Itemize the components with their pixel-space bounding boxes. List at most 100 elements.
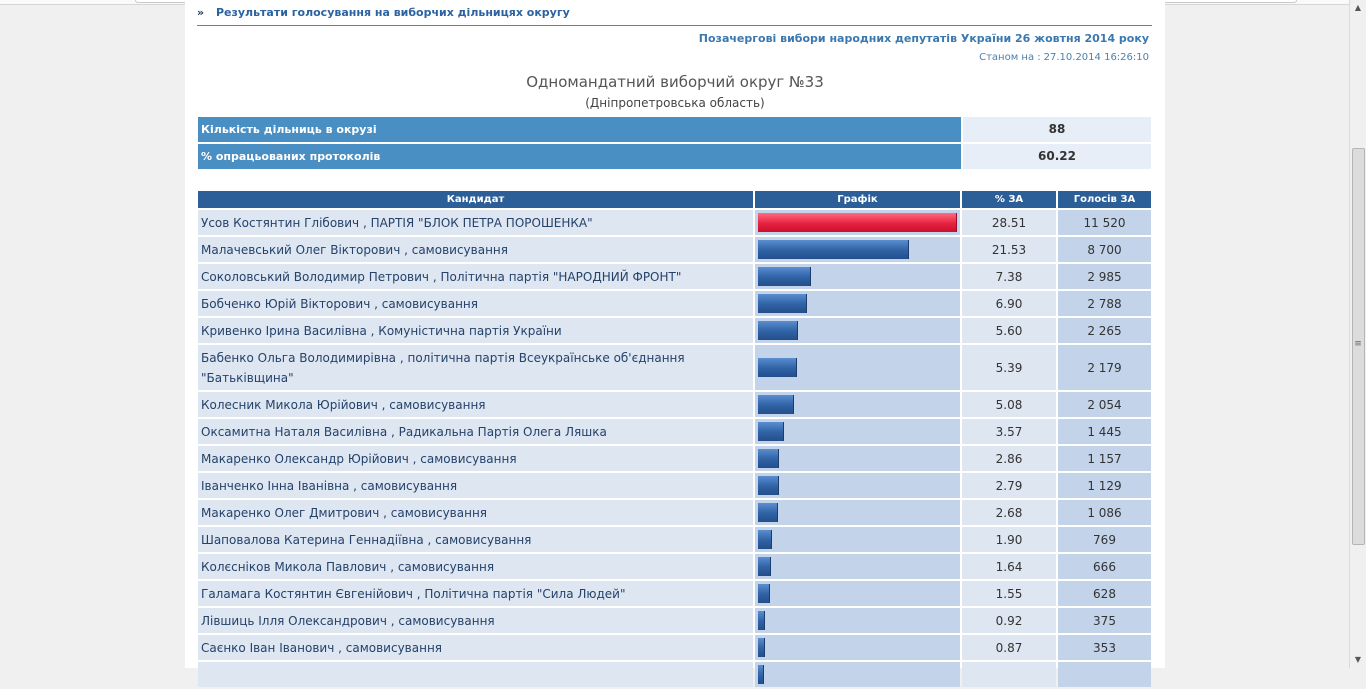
- candidate-cell: Бабенко Ольга Володимирівна , політична …: [198, 345, 753, 390]
- percent-cell: 28.51: [962, 210, 1056, 235]
- vote-share-bar: [758, 611, 765, 630]
- vote-share-bar: [758, 294, 807, 313]
- votes-cell: 2 985: [1058, 264, 1151, 289]
- results-rows: Усов Костянтин Глібович , ПАРТІЯ "БЛОК П…: [198, 210, 1151, 687]
- as-of-value: 27.10.2014 16:26:10: [1043, 52, 1149, 63]
- scroll-up-arrow-icon[interactable]: ▲: [1354, 3, 1362, 12]
- results-table: Кандидат Графік % ЗА Голосів ЗА Усов Кос…: [198, 191, 1151, 689]
- vote-share-bar: [758, 267, 811, 286]
- votes-cell: 1 157: [1058, 446, 1151, 471]
- graph-cell: [755, 392, 960, 417]
- vote-share-bar: [758, 530, 772, 549]
- percent-cell: 5.08: [962, 392, 1056, 417]
- graph-cell: [755, 608, 960, 633]
- candidate-cell: Усов Костянтин Глібович , ПАРТІЯ "БЛОК П…: [198, 210, 753, 235]
- vote-share-bar: [758, 422, 784, 441]
- candidate-cell: Галамага Костянтин Євгенійович , Політич…: [198, 581, 753, 606]
- votes-cell: 2 788: [1058, 291, 1151, 316]
- graph-cell: [755, 500, 960, 525]
- votes-cell: 666: [1058, 554, 1151, 579]
- processed-label: % опрацьованих протоколів: [198, 144, 961, 169]
- candidate-cell: [198, 662, 753, 687]
- table-row: Усов Костянтин Глібович , ПАРТІЯ "БЛОК П…: [198, 210, 1151, 235]
- graph-cell: [755, 527, 960, 552]
- percent-cell: 3.57: [962, 419, 1056, 444]
- vote-share-bar: [758, 213, 957, 232]
- table-row: Макаренко Олег Дмитрович , самовисування…: [198, 500, 1151, 525]
- breadcrumb-link[interactable]: Результати голосування на виборчих дільн…: [215, 6, 570, 19]
- percent-cell: 2.68: [962, 500, 1056, 525]
- percent-cell: 5.60: [962, 318, 1056, 343]
- votes-cell: 353: [1058, 635, 1151, 660]
- table-row: Саєнко Іван Іванович , самовисування 0.87…: [198, 635, 1151, 660]
- vertical-scrollbar[interactable]: ▲ ≡ ▼: [1349, 0, 1366, 668]
- district-title: Одномандатний виборчий округ №33: [526, 73, 824, 91]
- graph-cell: [755, 291, 960, 316]
- election-title: Позачергові вибори народних депутатів Ук…: [698, 32, 1149, 45]
- candidate-cell: Бобченко Юрій Вікторович , самовисування: [198, 291, 753, 316]
- scroll-down-arrow-icon[interactable]: ▼: [1354, 655, 1362, 664]
- percent-cell: 0.92: [962, 608, 1056, 633]
- vote-share-bar: [758, 449, 779, 468]
- candidate-cell: Колєсніков Микола Павлович , самовисуван…: [198, 554, 753, 579]
- percent-cell: 7.38: [962, 264, 1056, 289]
- district-region: (Дніпропетровська область): [585, 96, 765, 110]
- vote-share-bar: [758, 503, 778, 522]
- percent-cell: 1.90: [962, 527, 1056, 552]
- votes-cell: 2 179: [1058, 345, 1151, 390]
- scroll-thumb[interactable]: [1352, 148, 1365, 545]
- header-percent: % ЗА: [962, 191, 1056, 208]
- vote-share-bar: [758, 240, 909, 259]
- candidate-cell: Макаренко Олександр Юрійович , самовисув…: [198, 446, 753, 471]
- table-row: Іванченко Інна Іванівна , самовисування 2…: [198, 473, 1151, 498]
- percent-cell: 1.55: [962, 581, 1056, 606]
- graph-cell: [755, 264, 960, 289]
- graph-cell: [755, 581, 960, 606]
- candidate-cell: Кривенко Ірина Василівна , Комуністична …: [198, 318, 753, 343]
- header-graph: Графік: [755, 191, 960, 208]
- votes-cell: 628: [1058, 581, 1151, 606]
- vote-share-bar: [758, 584, 770, 603]
- table-row: Бобченко Юрій Вікторович , самовисування…: [198, 291, 1151, 316]
- summary-row-precincts: Кількість дільниць в окрузі 88: [198, 117, 1151, 142]
- candidate-cell: Колесник Микола Юрійович , самовисування: [198, 392, 753, 417]
- votes-cell: 2 265: [1058, 318, 1151, 343]
- processed-value: 60.22: [963, 144, 1151, 169]
- table-row: Колєсніков Микола Павлович , самовисуван…: [198, 554, 1151, 579]
- table-row: Кривенко Ірина Василівна , Комуністична …: [198, 318, 1151, 343]
- candidate-cell: Лівшиць Ілля Олександрович , самовисуван…: [198, 608, 753, 633]
- breadcrumb: » Результати голосування на виборчих діл…: [197, 6, 1152, 26]
- header-votes: Голосів ЗА: [1058, 191, 1151, 208]
- graph-cell: [755, 419, 960, 444]
- percent-cell: 21.53: [962, 237, 1056, 262]
- votes-cell: 11 520: [1058, 210, 1151, 235]
- candidate-cell: Малачевський Олег Вікторович , самовисув…: [198, 237, 753, 262]
- graph-cell: [755, 237, 960, 262]
- table-row: Шаповалова Катерина Геннадіївна , самови…: [198, 527, 1151, 552]
- votes-cell: 375: [1058, 608, 1151, 633]
- votes-cell: 1 086: [1058, 500, 1151, 525]
- table-row: Колесник Микола Юрійович , самовисування…: [198, 392, 1151, 417]
- results-header-row: Кандидат Графік % ЗА Голосів ЗА: [198, 191, 1151, 208]
- graph-cell: [755, 662, 960, 687]
- precincts-value: 88: [963, 117, 1151, 142]
- graph-cell: [755, 446, 960, 471]
- votes-cell: 1 445: [1058, 419, 1151, 444]
- candidate-cell: Іванченко Інна Іванівна , самовисування: [198, 473, 753, 498]
- summary-table: Кількість дільниць в окрузі 88 % опрацьо…: [198, 117, 1151, 171]
- table-row: Лівшиць Ілля Олександрович , самовисуван…: [198, 608, 1151, 633]
- graph-cell: [755, 210, 960, 235]
- candidate-cell: Саєнко Іван Іванович , самовисування: [198, 635, 753, 660]
- table-row: Галамага Костянтин Євгенійович , Політич…: [198, 581, 1151, 606]
- vote-share-bar: [758, 395, 794, 414]
- summary-row-processed: % опрацьованих протоколів 60.22: [198, 144, 1151, 169]
- percent-cell: 1.64: [962, 554, 1056, 579]
- table-row: Макаренко Олександр Юрійович , самовисув…: [198, 446, 1151, 471]
- graph-cell: [755, 635, 960, 660]
- table-row: [198, 662, 1151, 687]
- vote-share-bar: [758, 476, 779, 495]
- results-page: » Результати голосування на виборчих діл…: [185, 0, 1165, 687]
- graph-cell: [755, 554, 960, 579]
- vote-share-bar: [758, 638, 765, 657]
- graph-cell: [755, 473, 960, 498]
